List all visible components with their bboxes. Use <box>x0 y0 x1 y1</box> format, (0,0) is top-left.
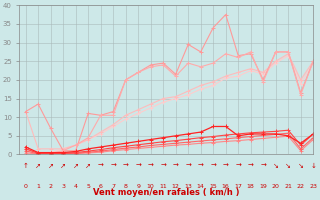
X-axis label: Vent moyen/en rafales ( km/h ): Vent moyen/en rafales ( km/h ) <box>93 188 240 197</box>
